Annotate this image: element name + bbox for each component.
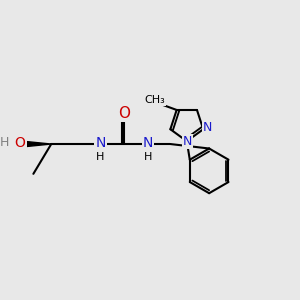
Text: N: N [183, 135, 192, 148]
Text: H: H [144, 152, 152, 162]
Polygon shape [24, 141, 51, 147]
Text: O: O [14, 136, 26, 150]
Text: H: H [0, 136, 9, 149]
Text: N: N [203, 121, 212, 134]
Text: H: H [96, 152, 105, 162]
Text: N: N [95, 136, 106, 150]
Text: CH₃: CH₃ [144, 95, 165, 105]
Text: O: O [118, 106, 130, 121]
Text: N: N [143, 136, 153, 150]
